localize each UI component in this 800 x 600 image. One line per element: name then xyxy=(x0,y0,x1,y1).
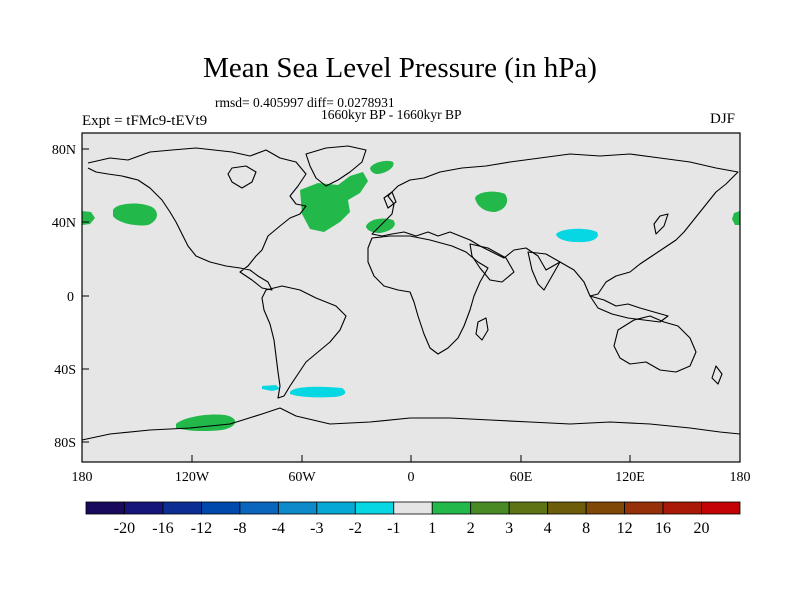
lat-label: 0 xyxy=(67,290,74,305)
coastline-new-zealand xyxy=(711,365,723,385)
coastlines xyxy=(81,145,741,441)
lat-label: 40S xyxy=(54,363,76,378)
colorbar-box xyxy=(701,501,741,515)
map-background xyxy=(82,133,740,462)
colorbar-box xyxy=(393,501,433,515)
lat-label: 80S xyxy=(54,436,76,451)
colorbar-label: -1 xyxy=(387,520,400,537)
coastline-antarctica xyxy=(81,407,741,441)
coastline-india xyxy=(527,251,561,291)
colorbar-box xyxy=(239,501,279,515)
colorbar-label: -3 xyxy=(310,520,323,537)
coastline-australia xyxy=(613,315,697,373)
colorbar-box xyxy=(624,501,664,515)
coastline-eurasia xyxy=(371,153,739,297)
colorbar-label: 20 xyxy=(694,520,710,537)
stats-text: rmsd= 0.405997 diff= 0.0278931 xyxy=(215,95,395,110)
anomaly-regions xyxy=(82,160,740,432)
colorbar-label: 16 xyxy=(655,520,671,537)
tibet-negative-region xyxy=(556,228,598,243)
lon-label: 120W xyxy=(175,470,210,485)
coastline-japan xyxy=(653,213,669,235)
period-text: 1660kyr BP - 1660kyr BP xyxy=(321,107,462,122)
coastline-southeast-asia-islands xyxy=(589,295,669,323)
colorbar-box xyxy=(124,501,164,515)
colorbar-box xyxy=(201,501,241,515)
colorbar-label: 12 xyxy=(617,520,633,537)
colorbar-box xyxy=(316,501,356,515)
colorbar-label: -2 xyxy=(349,520,362,537)
coastline-greenland xyxy=(305,145,367,187)
greenland-sea-positive-region xyxy=(370,160,394,174)
lat-label: 40N xyxy=(52,216,76,231)
lon-label: 0 xyxy=(408,470,415,485)
lon-label: 120E xyxy=(615,470,645,485)
south-atlantic-negative-region xyxy=(290,386,346,398)
colorbar-box xyxy=(470,501,510,515)
colorbar-box xyxy=(662,501,702,515)
colorbar-box xyxy=(431,501,472,515)
coastline-north-america xyxy=(87,147,307,291)
coastline-uk xyxy=(383,191,397,209)
colorbar-label: -4 xyxy=(272,520,285,537)
colorbar-label: -8 xyxy=(233,520,246,537)
colorbar-box xyxy=(277,501,318,515)
lon-label: 180 xyxy=(72,470,93,485)
south-pacific-positive-region xyxy=(176,414,236,432)
coastline-arabia xyxy=(469,243,515,283)
colorbar-labels: -20 -16 -12 -8 -4 -3 -2 -1 1 2 3 4 8 12 16 20 xyxy=(114,520,710,537)
caspian-positive-region xyxy=(475,191,508,212)
colorbar-label: 8 xyxy=(582,520,590,537)
lon-label: 180 xyxy=(730,470,751,485)
north-atlantic-positive-region xyxy=(300,172,368,232)
coastline-africa xyxy=(367,235,489,355)
lon-label: 60E xyxy=(510,470,533,485)
colorbar-label: 3 xyxy=(505,520,513,537)
colorbar-box xyxy=(547,501,587,515)
lat-label: 80N xyxy=(52,143,76,158)
colorbar-box xyxy=(85,501,125,515)
colorbar-box xyxy=(508,501,549,515)
cape-horn-negative-region xyxy=(262,385,280,391)
axis-ticks xyxy=(81,148,741,462)
colorbar-label: -12 xyxy=(191,520,212,537)
colorbar-label: -16 xyxy=(152,520,173,537)
colorbar-box xyxy=(585,501,625,515)
colorbar xyxy=(85,501,741,515)
colorbar-label: 4 xyxy=(544,520,552,537)
colorbar-label: 1 xyxy=(428,520,436,537)
colorbar-box xyxy=(354,501,395,515)
colorbar-label: 2 xyxy=(467,520,475,537)
colorbar-label: -20 xyxy=(114,520,135,537)
colorbar-box xyxy=(162,501,202,515)
coastline-south-america xyxy=(261,285,347,399)
season-label: DJF xyxy=(710,111,736,127)
experiment-label: Expt = tFMc9-tEVt9 xyxy=(82,113,208,129)
coastline-hudson-bay xyxy=(227,165,257,189)
map-title: Mean Sea Level Pressure (in hPa) xyxy=(203,52,597,84)
lon-label: 60W xyxy=(288,470,316,485)
east-edge-positive-region xyxy=(732,211,740,225)
coastline-madagascar xyxy=(475,317,489,341)
north-pacific-positive-region xyxy=(113,203,157,226)
